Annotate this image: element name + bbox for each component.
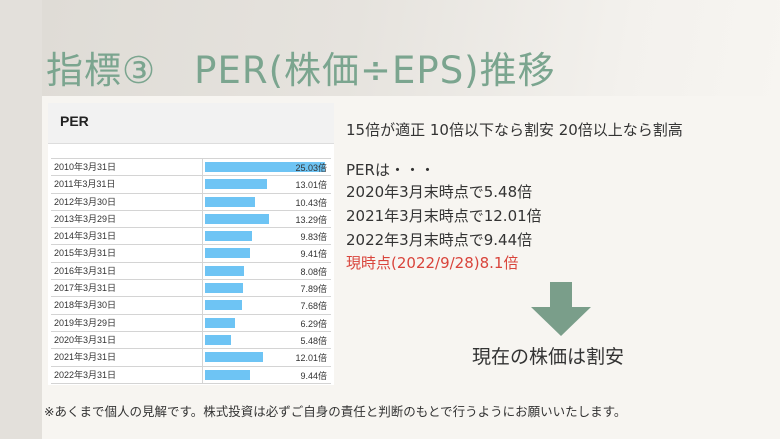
- per-heading: PERは・・・: [346, 161, 435, 179]
- per-bar: [205, 213, 269, 224]
- per-value: 10.43倍: [295, 197, 327, 208]
- panel-title: PER: [60, 113, 89, 129]
- row-bar-cell: 9.44倍: [203, 367, 331, 383]
- table-row: 2022年3月31日 9.44倍: [51, 366, 331, 384]
- table-row: 2016年3月31日 8.08倍: [51, 262, 331, 281]
- per-value: 13.29倍: [295, 214, 327, 225]
- per-bar: [205, 283, 243, 294]
- background-side: [0, 0, 42, 439]
- row-bar-cell: 6.29倍: [203, 315, 331, 331]
- per-bar: [205, 248, 251, 259]
- per-value: 8.08倍: [300, 266, 327, 277]
- row-bar-cell: 9.41倍: [203, 245, 331, 261]
- per-bar: [205, 179, 268, 190]
- row-date: 2018年3月30日: [51, 297, 203, 314]
- down-arrow-icon: [531, 282, 591, 336]
- per-table: 2010年3月31日 25.03倍 2011年3月31日 13.01倍 2012年3月3…: [51, 158, 331, 384]
- table-row: 2015年3月31日 9.41倍: [51, 245, 331, 263]
- per-value: 9.44倍: [300, 370, 327, 381]
- per-2021: 2021年3月末時点で12.01倍: [346, 207, 542, 225]
- row-bar-cell: 5.48倍: [203, 332, 331, 348]
- row-date: 2014年3月31日: [51, 228, 203, 245]
- per-bar: [205, 317, 236, 328]
- table-row: 2011年3月31日 13.01倍: [51, 176, 331, 194]
- per-bar: [205, 265, 244, 276]
- row-date: 2021年3月31日: [51, 349, 203, 366]
- row-date: 2010年3月31日: [51, 159, 203, 176]
- row-bar-cell: 13.01倍: [203, 176, 331, 192]
- per-value: 25.03倍: [295, 163, 327, 173]
- per-bar: [205, 369, 251, 380]
- per-value: 13.01倍: [295, 180, 327, 191]
- table-row: 2021年3月31日 12.01倍: [51, 349, 331, 367]
- per-value: 7.68倍: [300, 301, 327, 312]
- row-bar-cell: 25.03倍: [203, 159, 331, 175]
- per-bar: [205, 300, 242, 311]
- row-bar-cell: 12.01倍: [203, 349, 331, 365]
- table-row: 2020年3月31日 5.48倍: [51, 331, 331, 350]
- row-date: 2022年3月31日: [51, 366, 203, 383]
- row-date: 2019年3月29日: [51, 314, 203, 331]
- per-value: 7.89倍: [300, 284, 327, 295]
- row-date: 2017年3月31日: [51, 280, 203, 297]
- row-date: 2012年3月30日: [51, 193, 203, 210]
- row-bar-cell: 9.83倍: [203, 228, 331, 244]
- table-row: 2019年3月29日 6.29倍: [51, 314, 331, 332]
- table-row: 2012年3月30日 10.43倍: [51, 193, 331, 211]
- table-row: 2010年3月31日 25.03倍: [51, 159, 331, 177]
- table-row: 2014年3月31日 9.83倍: [51, 228, 331, 246]
- row-bar-cell: 7.89倍: [203, 280, 331, 296]
- per-bar: [205, 334, 232, 345]
- slide-title: 指標③ PER(株価÷EPS)推移: [46, 49, 556, 92]
- per-2022: 2022年3月末時点で9.44倍: [346, 231, 533, 249]
- row-bar-cell: 8.08倍: [203, 263, 331, 279]
- per-value: 12.01倍: [295, 353, 327, 364]
- row-date: 2013年3月29日: [51, 210, 203, 228]
- per-current: 現時点(2022/9/28)8.1倍: [346, 254, 519, 272]
- per-table-panel: PER 2010年3月31日 25.03倍 2011年3月31日 13.01倍 2012…: [48, 103, 334, 385]
- row-bar-cell: 10.43倍: [203, 194, 331, 210]
- row-bar-cell: 13.29倍: [203, 211, 331, 227]
- panel-header: [48, 103, 334, 144]
- table-row: 2013年3月29日 13.29倍: [51, 210, 331, 229]
- per-2020: 2020年3月末時点で5.48倍: [346, 183, 533, 201]
- per-bar: [205, 352, 263, 363]
- row-bar-cell: 7.68倍: [203, 297, 331, 313]
- conclusion-text: 現在の株価は割安: [472, 346, 625, 368]
- per-value: 6.29倍: [300, 318, 327, 329]
- per-criteria: 15倍が適正 10倍以下なら割安 20倍以上なら割高: [346, 121, 683, 139]
- per-value: 9.83倍: [300, 232, 327, 243]
- per-bar: [205, 162, 325, 172]
- background-band: [0, 0, 780, 96]
- per-value: 5.48倍: [300, 335, 327, 346]
- row-date: 2016年3月31日: [51, 262, 203, 280]
- per-value: 9.41倍: [300, 249, 327, 260]
- per-bar: [205, 231, 253, 242]
- disclaimer-text: ※あくまで個人の見解です。株式投資は必ずご自身の責任と判断のもとで行うようにお願…: [44, 404, 627, 419]
- row-date: 2020年3月31日: [51, 331, 203, 349]
- table-row: 2018年3月30日 7.68倍: [51, 297, 331, 315]
- row-date: 2015年3月31日: [51, 245, 203, 262]
- per-bar: [205, 196, 255, 207]
- row-date: 2011年3月31日: [51, 176, 203, 193]
- table-row: 2017年3月31日 7.89倍: [51, 280, 331, 298]
